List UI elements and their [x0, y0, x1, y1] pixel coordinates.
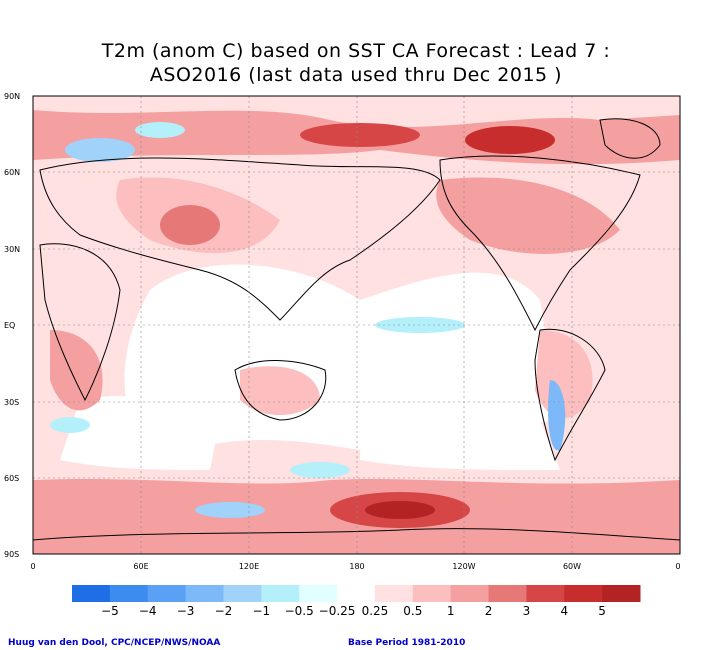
coastline-antarctica [33, 528, 680, 541]
central-asia-warm [160, 205, 220, 245]
colorbar-tick-label: 1 [446, 604, 455, 618]
lon-label: 60W [562, 562, 582, 571]
colorbar-swatch [526, 585, 565, 602]
australia-warm [240, 366, 320, 415]
south-pacific-neutral [360, 406, 560, 470]
colorbar-swatch [450, 585, 490, 602]
colorbar-swatch [147, 585, 187, 602]
colorbar-swatch [488, 585, 527, 602]
credit-author: Huug van den Dool, CPC/NCEP/NWS/NOAA [8, 638, 221, 648]
colorbar-tick-label: 0.25 [361, 604, 389, 618]
colorbar-swatch [223, 585, 262, 602]
map-title-line1: T2m (anom C) based on SST CA Forecast : … [101, 40, 611, 62]
colorbar-swatch [299, 585, 338, 602]
colorbar-tick-label: −3 [176, 604, 195, 618]
lat-label: 30N [4, 245, 21, 254]
colorbar-tick-label: −5 [101, 604, 119, 618]
arctic-hotspot-2 [465, 126, 555, 154]
colorbar-tick-label: −2 [214, 604, 233, 618]
southern-ocean-cool-2 [195, 502, 265, 518]
colorbar-tick-label: −0.25 [318, 604, 356, 618]
lon-label: 120W [452, 562, 476, 571]
colorbar-swatch [72, 585, 111, 602]
lon-label: 60E [133, 562, 149, 571]
colorbar [72, 585, 641, 602]
coastline-greenland [599, 118, 661, 159]
colorbar-tick-label: −0.5 [284, 604, 314, 618]
eq-pacific-cool [375, 317, 465, 333]
southern-hotspot-core [365, 501, 435, 519]
colorbar-tick-label: −4 [138, 604, 157, 618]
arctic-cool-2 [135, 122, 185, 138]
colorbar-tick-label: −1 [252, 604, 271, 618]
colorbar-tick-label: 4 [560, 604, 569, 618]
lat-label: 30S [4, 398, 20, 407]
lon-label: 120E [238, 562, 260, 571]
patagonia-cool [548, 380, 566, 451]
lon-label: 180 [349, 562, 365, 571]
lat-label: 60S [4, 474, 20, 483]
north-america-warm [436, 177, 620, 254]
colorbar-swatch [602, 585, 641, 602]
coastline-eurasia [39, 157, 441, 321]
arctic-hotspot-1 [300, 123, 420, 147]
arctic-cool [65, 138, 135, 162]
map-frame [32, 95, 681, 555]
lat-label: 90S [4, 550, 20, 559]
colorbar-tick-label: 3 [522, 604, 531, 618]
coastline-south-america [534, 328, 606, 462]
indian-cool [50, 417, 90, 433]
colorbar-swatch [337, 585, 376, 602]
colorbar-tick-label: 2 [484, 604, 493, 618]
colorbar-swatch [374, 585, 414, 602]
colorbar-swatch [109, 585, 149, 602]
lat-label: EQ [4, 321, 16, 330]
colorbar-swatch [185, 585, 224, 602]
colorbar-tick-label: 5 [598, 604, 606, 618]
colorbar-swatch [412, 585, 452, 602]
lat-label: 60N [4, 168, 21, 177]
lon-label: 0 [30, 562, 36, 571]
colorbar-tick-label: 0.5 [403, 604, 423, 618]
anomaly-map [32, 95, 681, 555]
base-period: Base Period 1981-2010 [348, 638, 466, 648]
lon-label: 0 [675, 562, 681, 571]
map-title-line2: ASO2016 (last data used thru Dec 2015 ) [149, 64, 563, 86]
coastline-australia [234, 360, 327, 421]
south-pacific-cool [290, 462, 350, 478]
colorbar-swatch [261, 585, 300, 602]
colorbar-swatch [564, 585, 603, 602]
indian-neutral [60, 396, 220, 470]
coastline-africa [39, 243, 121, 402]
coastline-north-america [439, 155, 641, 332]
lat-label: 90N [4, 92, 21, 101]
